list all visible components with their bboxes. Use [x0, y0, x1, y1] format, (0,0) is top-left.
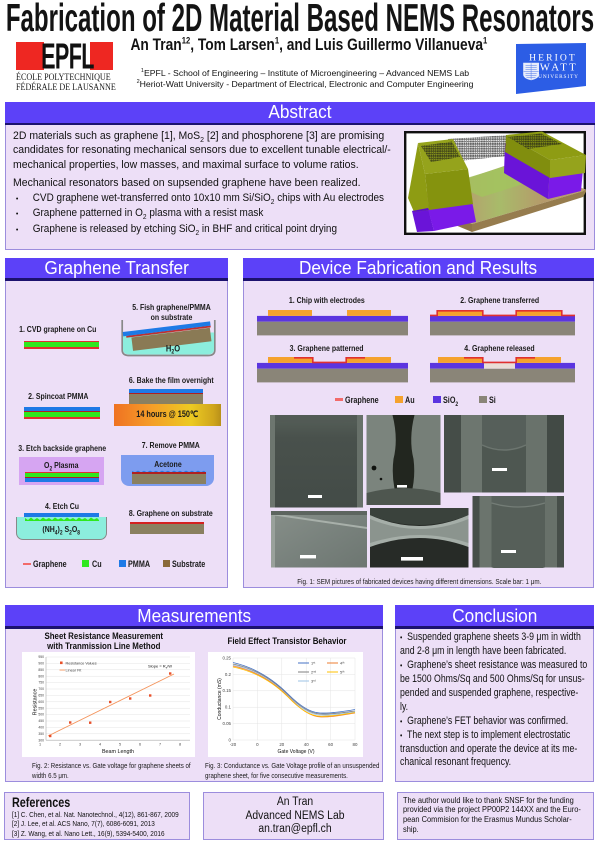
svg-text:500: 500 — [38, 712, 44, 716]
svg-text:7: 7 — [159, 742, 161, 746]
svg-text:Beam Length: Beam Length — [102, 749, 134, 755]
svg-text:-20: -20 — [229, 741, 236, 746]
svg-text:2: 2 — [59, 742, 61, 746]
svg-text:20: 20 — [279, 741, 284, 746]
svg-text:WATT: WATT — [540, 62, 578, 74]
svg-text:0.25: 0.25 — [222, 655, 231, 660]
svg-text:40: 40 — [303, 741, 308, 746]
svg-text:1: 1 — [39, 742, 41, 746]
svg-text:5: 5 — [119, 742, 121, 746]
svg-text:400: 400 — [38, 725, 44, 729]
svg-text:HERIOT: HERIOT — [529, 52, 577, 63]
svg-text:EPFL: EPFL — [41, 42, 94, 77]
svg-text:60: 60 — [328, 741, 333, 746]
svg-text:300: 300 — [38, 738, 44, 742]
svg-text:Resistance Values: Resistance Values — [65, 661, 96, 665]
svg-text:3: 3 — [79, 742, 81, 746]
svg-text:3rd: 3rd — [311, 678, 316, 683]
svg-text:Conductance (mS): Conductance (mS) — [217, 677, 223, 719]
svg-text:Linear Fit: Linear Fit — [65, 668, 82, 672]
svg-text:1st: 1st — [311, 660, 316, 665]
svg-text:750: 750 — [38, 680, 44, 684]
svg-text:700: 700 — [38, 687, 44, 691]
svg-text:ÉCOLE POLYTECHNIQUE: ÉCOLE POLYTECHNIQUE — [16, 72, 111, 82]
svg-text:550: 550 — [38, 706, 44, 710]
svg-text:0.15: 0.15 — [222, 688, 231, 693]
svg-text:H2O: H2O — [165, 342, 180, 355]
svg-text:UNIVERSITY: UNIVERSITY — [538, 74, 579, 80]
svg-text:6: 6 — [139, 742, 141, 746]
svg-text:0.05: 0.05 — [222, 721, 231, 726]
svg-text:800: 800 — [38, 674, 44, 678]
svg-text:Gate Voltage (V): Gate Voltage (V) — [277, 749, 314, 755]
svg-text:Resistance: Resistance — [32, 688, 38, 715]
svg-text:0: 0 — [228, 737, 231, 742]
svg-text:FÉDÉRALE DE LAUSANNE: FÉDÉRALE DE LAUSANNE — [16, 82, 116, 92]
svg-text:5th: 5th — [340, 669, 345, 674]
svg-text:8: 8 — [179, 742, 181, 746]
svg-text:850: 850 — [38, 667, 44, 671]
svg-text:350: 350 — [38, 731, 44, 735]
svg-text:Slope = Rs/W: Slope = Rs/W — [148, 663, 172, 669]
svg-text:0.2: 0.2 — [224, 671, 231, 676]
svg-text:900: 900 — [38, 661, 44, 665]
svg-text:80: 80 — [352, 741, 357, 746]
svg-text:4th: 4th — [340, 660, 345, 665]
svg-text:0.1: 0.1 — [224, 704, 231, 709]
svg-text:0: 0 — [256, 741, 259, 746]
svg-text:2nd: 2nd — [311, 669, 317, 674]
svg-text:450: 450 — [38, 719, 44, 723]
svg-text:4: 4 — [99, 742, 101, 746]
svg-text:600: 600 — [38, 699, 44, 703]
svg-text:950: 950 — [38, 655, 44, 659]
svg-text:650: 650 — [38, 693, 44, 697]
